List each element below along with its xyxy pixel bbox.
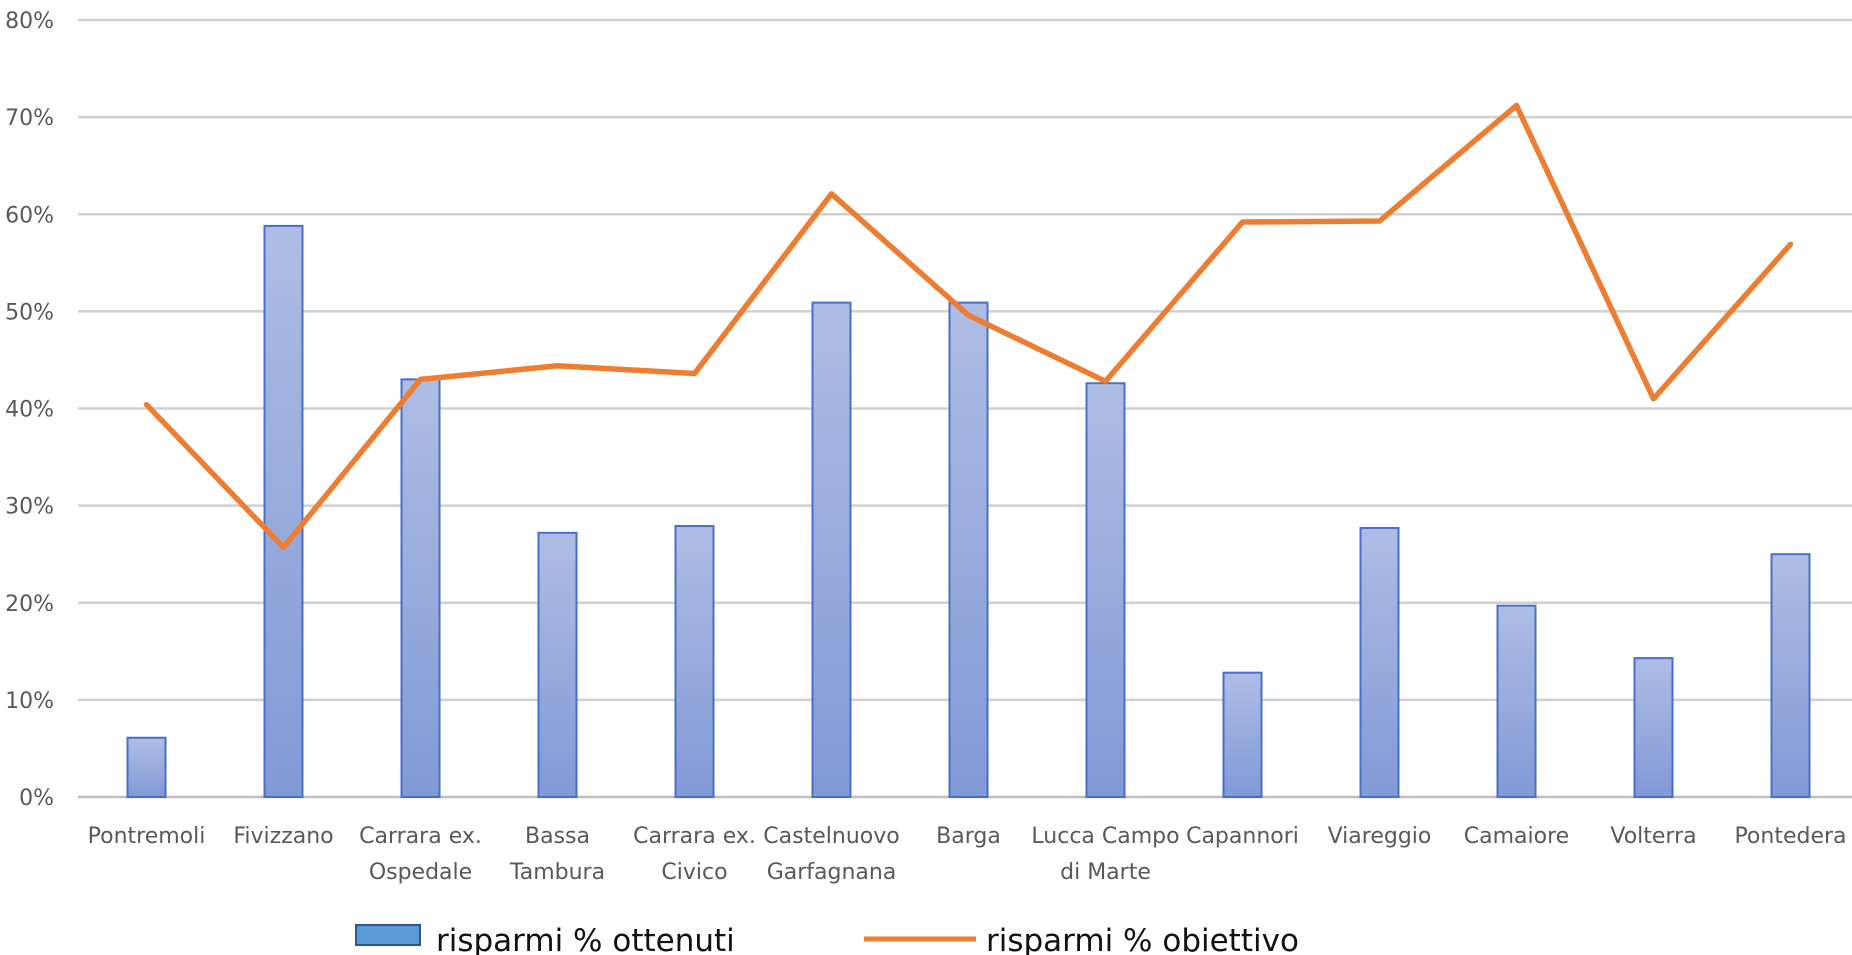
y-tick-label: 60% bbox=[5, 203, 54, 228]
x-tick-label: Viareggio bbox=[1328, 824, 1432, 849]
x-tick-label: Pontedera bbox=[1734, 824, 1846, 849]
y-tick-label: 80% bbox=[5, 9, 54, 34]
line-point bbox=[1377, 218, 1382, 224]
y-tick-label: 30% bbox=[5, 495, 54, 520]
x-tick-label: Ospedale bbox=[369, 860, 472, 885]
x-tick-label: Barga bbox=[936, 824, 1001, 849]
bar bbox=[1222, 671, 1263, 798]
line-point bbox=[1651, 396, 1656, 402]
line-point bbox=[966, 312, 971, 318]
y-axis: 0% 10% 20% 30% 40% 50% 60% 70% 80% bbox=[5, 9, 54, 811]
line-point bbox=[418, 376, 423, 382]
x-tick-label: Bassa bbox=[525, 824, 590, 849]
bar bbox=[537, 531, 578, 798]
x-tick-label: Tambura bbox=[509, 860, 605, 885]
bar bbox=[400, 378, 441, 798]
bar bbox=[811, 301, 852, 798]
x-axis: Pontremoli Fivizzano Carrara ex. Ospedale Ba… bbox=[88, 824, 1847, 885]
bar bbox=[674, 525, 715, 798]
line-point bbox=[1514, 102, 1519, 108]
y-tick-label: 10% bbox=[5, 689, 54, 714]
x-tick-label: Castelnuovo bbox=[763, 824, 899, 849]
x-tick-label: Fivizzano bbox=[233, 824, 333, 849]
bar bbox=[1496, 604, 1537, 798]
line-point bbox=[829, 191, 834, 197]
bar bbox=[1359, 526, 1400, 798]
x-tick-label: Lucca Campo bbox=[1031, 824, 1179, 849]
line-point bbox=[692, 371, 697, 377]
bar bbox=[948, 301, 989, 798]
x-tick-label: di Marte bbox=[1060, 860, 1151, 885]
bar bbox=[263, 224, 304, 798]
x-tick-label: Pontremoli bbox=[88, 824, 206, 849]
x-tick-label: Volterra bbox=[1610, 824, 1696, 849]
line-point bbox=[281, 544, 286, 550]
bar bbox=[1085, 382, 1126, 798]
legend-label-line: risparmi % obiettivo bbox=[986, 923, 1299, 955]
legend-swatch-bar bbox=[355, 924, 421, 946]
line-point bbox=[1788, 241, 1793, 247]
bar bbox=[126, 736, 167, 798]
bar-series bbox=[126, 224, 1811, 799]
bar bbox=[1770, 553, 1811, 798]
x-tick-label: Civico bbox=[661, 860, 727, 885]
x-tick-label: Garfagnana bbox=[767, 860, 897, 885]
line-point bbox=[1240, 219, 1245, 225]
y-tick-label: 40% bbox=[5, 398, 54, 423]
line-point bbox=[1103, 378, 1108, 384]
legend-label-bar: risparmi % ottenuti bbox=[436, 923, 735, 955]
legend: risparmi % ottenuti risparmi % obiettivo bbox=[355, 923, 1299, 955]
line-series bbox=[143, 102, 1794, 551]
y-tick-label: 20% bbox=[5, 592, 54, 617]
y-tick-label: 70% bbox=[5, 106, 54, 131]
x-tick-label: Carrara ex. bbox=[359, 824, 482, 849]
x-tick-label: Camaiore bbox=[1464, 824, 1569, 849]
y-tick-label: 0% bbox=[19, 786, 54, 811]
y-tick-label: 50% bbox=[5, 300, 54, 325]
line-point bbox=[555, 363, 560, 369]
line-point bbox=[144, 402, 149, 408]
bar bbox=[1633, 657, 1674, 799]
x-tick-label: Carrara ex. bbox=[633, 824, 756, 849]
x-tick-label: Capannori bbox=[1186, 824, 1299, 849]
